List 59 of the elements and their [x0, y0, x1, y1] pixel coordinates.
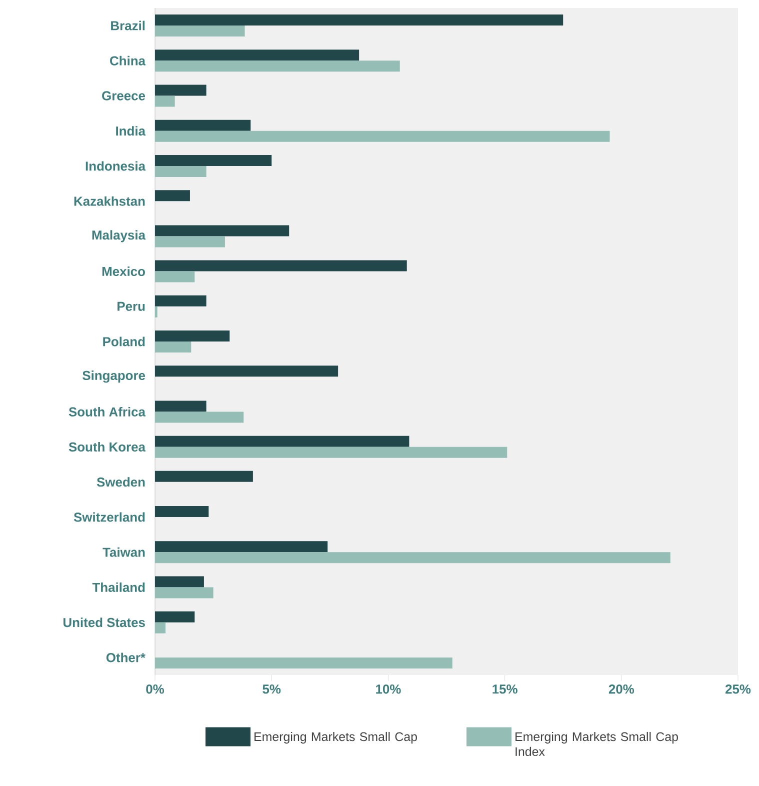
y-tick-label: Mexico [102, 266, 145, 276]
bar [155, 295, 206, 306]
x-tick-label: 20% [608, 684, 634, 694]
bar [155, 541, 328, 552]
bar [155, 622, 166, 634]
y-tick-label: South Korea [68, 442, 146, 452]
y-tick-label: Indonesia [86, 161, 146, 171]
bar [155, 260, 407, 272]
y-tick-label: Switzerland [74, 512, 145, 522]
bar [155, 50, 360, 61]
bar [155, 470, 253, 482]
bar [155, 271, 195, 282]
bar [155, 225, 290, 236]
bar [155, 400, 206, 412]
y-tick-label: Singapore [82, 370, 146, 383]
bar [155, 576, 204, 588]
bar [155, 154, 272, 166]
y-tick-label: South Africa [68, 406, 146, 416]
bar [155, 96, 175, 107]
bar [155, 342, 192, 353]
y-tick-label: Greece [102, 91, 146, 100]
bar [155, 14, 564, 26]
y-tick-label: Taiwan [102, 547, 145, 557]
bar [155, 506, 209, 518]
y-tick-label: Malaysia [92, 230, 146, 242]
bar [155, 436, 410, 447]
bar [155, 130, 610, 142]
bar [155, 190, 190, 202]
y-tick-label: Other* [106, 652, 146, 662]
bar [155, 84, 206, 96]
y-tick-label: United States [64, 618, 145, 628]
bar [155, 26, 245, 37]
bar [155, 120, 251, 131]
bar [155, 236, 225, 248]
y-tick-label: Poland [103, 336, 145, 346]
y-tick-label: Thailand [92, 582, 145, 592]
bar [155, 330, 230, 342]
bar [155, 587, 214, 598]
y-tick-label: Kazakhstan [74, 196, 145, 206]
legend-label: Emerging Markets Small Cap Index [516, 732, 678, 756]
y-tick-label: China [110, 56, 146, 66]
x-tick-label: 25% [726, 684, 751, 694]
x-tick-label: 5% [262, 684, 281, 694]
bar [155, 166, 206, 177]
bar [155, 657, 452, 668]
y-tick-label: India [116, 126, 146, 136]
x-tick-label: 15% [492, 684, 518, 694]
y-tick-label: Sweden [96, 477, 145, 487]
y-tick-label: Brazil [111, 20, 145, 30]
legend-label: Emerging Markets Small Cap [254, 732, 417, 744]
bar [155, 412, 244, 423]
bar [155, 366, 338, 377]
bar [155, 446, 508, 458]
x-tick-label: 0% [146, 684, 164, 694]
bar [155, 611, 195, 622]
bar [155, 60, 400, 72]
x-tick-label: 10% [376, 684, 401, 694]
y-tick-label: Peru [118, 302, 145, 311]
bar [155, 552, 670, 564]
